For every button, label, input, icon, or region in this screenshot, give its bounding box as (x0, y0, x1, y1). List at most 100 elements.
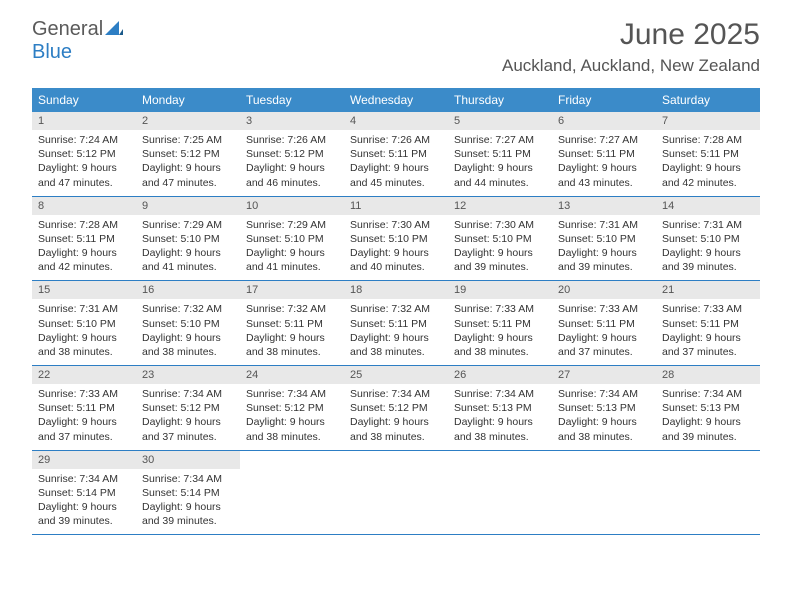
day-number: 7 (656, 112, 760, 130)
day-number: 11 (344, 197, 448, 215)
day-info: Sunrise: 7:30 AMSunset: 5:10 PMDaylight:… (344, 218, 448, 275)
day-info: Sunrise: 7:34 AMSunset: 5:12 PMDaylight:… (240, 387, 344, 444)
day-header-friday: Friday (552, 88, 656, 112)
day-info: Sunrise: 7:24 AMSunset: 5:12 PMDaylight:… (32, 133, 136, 190)
day-cell: 2 Sunrise: 7:25 AMSunset: 5:12 PMDaylight… (136, 112, 240, 196)
logo: General Blue (32, 18, 123, 64)
logo-icon (105, 18, 123, 41)
day-cell: 5 Sunrise: 7:27 AMSunset: 5:11 PMDaylight… (448, 112, 552, 196)
day-info: Sunrise: 7:26 AMSunset: 5:12 PMDaylight:… (240, 133, 344, 190)
day-cell (344, 451, 448, 535)
day-cell (448, 451, 552, 535)
day-info: Sunrise: 7:34 AMSunset: 5:14 PMDaylight:… (32, 472, 136, 529)
day-number: 22 (32, 366, 136, 384)
day-cell: 9Sunrise: 7:29 AMSunset: 5:10 PMDaylight… (136, 197, 240, 281)
day-info: Sunrise: 7:31 AMSunset: 5:10 PMDaylight:… (32, 302, 136, 359)
day-info: Sunrise: 7:32 AMSunset: 5:10 PMDaylight:… (136, 302, 240, 359)
day-header-row: SundayMondayTuesdayWednesdayThursdayFrid… (32, 88, 760, 112)
month-title: June 2025 (502, 18, 760, 52)
day-number: 24 (240, 366, 344, 384)
day-info: Sunrise: 7:34 AMSunset: 5:12 PMDaylight:… (344, 387, 448, 444)
day-info: Sunrise: 7:28 AMSunset: 5:11 PMDaylight:… (656, 133, 760, 190)
day-number: 13 (552, 197, 656, 215)
day-cell: 1Sunrise: 7:24 AMSunset: 5:12 PMDaylight… (32, 112, 136, 196)
day-info: Sunrise: 7:34 AMSunset: 5:13 PMDaylight:… (552, 387, 656, 444)
day-number: 15 (32, 281, 136, 299)
day-number: 12 (448, 197, 552, 215)
day-header-monday: Monday (136, 88, 240, 112)
day-cell: 25 Sunrise: 7:34 AMSunset: 5:12 PMDayligh… (344, 366, 448, 450)
day-cell: 12 Sunrise: 7:30 AMSunset: 5:10 PMDayligh… (448, 197, 552, 281)
day-number: 2 (136, 112, 240, 130)
day-info: Sunrise: 7:27 AMSunset: 5:11 PMDaylight:… (552, 133, 656, 190)
day-info: Sunrise: 7:29 AMSunset: 5:10 PMDaylight:… (240, 218, 344, 275)
day-cell: 6 Sunrise: 7:27 AMSunset: 5:11 PMDaylight… (552, 112, 656, 196)
title-block: June 2025 Auckland, Auckland, New Zealan… (502, 18, 760, 76)
day-number: 19 (448, 281, 552, 299)
day-number: 18 (344, 281, 448, 299)
day-info: Sunrise: 7:27 AMSunset: 5:11 PMDaylight:… (448, 133, 552, 190)
day-number: 23 (136, 366, 240, 384)
day-cell: 26 Sunrise: 7:34 AMSunset: 5:13 PMDayligh… (448, 366, 552, 450)
day-info: Sunrise: 7:33 AMSunset: 5:11 PMDaylight:… (32, 387, 136, 444)
logo-text-1: General (32, 18, 103, 40)
day-number: 21 (656, 281, 760, 299)
week-row: 29Sunrise: 7:34 AMSunset: 5:14 PMDayligh… (32, 451, 760, 536)
week-row: 1Sunrise: 7:24 AMSunset: 5:12 PMDaylight… (32, 112, 760, 197)
day-cell: 27 Sunrise: 7:34 AMSunset: 5:13 PMDayligh… (552, 366, 656, 450)
day-number: 14 (656, 197, 760, 215)
day-number: 25 (344, 366, 448, 384)
day-info: Sunrise: 7:32 AMSunset: 5:11 PMDaylight:… (344, 302, 448, 359)
day-cell: 8Sunrise: 7:28 AMSunset: 5:11 PMDaylight… (32, 197, 136, 281)
day-cell: 20 Sunrise: 7:33 AMSunset: 5:11 PMDayligh… (552, 281, 656, 365)
day-info: Sunrise: 7:32 AMSunset: 5:11 PMDaylight:… (240, 302, 344, 359)
day-number: 28 (656, 366, 760, 384)
day-number: 27 (552, 366, 656, 384)
day-info: Sunrise: 7:31 AMSunset: 5:10 PMDaylight:… (656, 218, 760, 275)
calendar: SundayMondayTuesdayWednesdayThursdayFrid… (32, 88, 760, 535)
day-cell: 7 Sunrise: 7:28 AMSunset: 5:11 PMDaylight… (656, 112, 760, 196)
day-info: Sunrise: 7:30 AMSunset: 5:10 PMDaylight:… (448, 218, 552, 275)
day-header-saturday: Saturday (656, 88, 760, 112)
day-cell (240, 451, 344, 535)
day-cell: 19Sunrise: 7:33 AMSunset: 5:11 PMDayligh… (448, 281, 552, 365)
day-info: Sunrise: 7:34 AMSunset: 5:13 PMDaylight:… (656, 387, 760, 444)
day-cell: 23 Sunrise: 7:34 AMSunset: 5:12 PMDayligh… (136, 366, 240, 450)
day-info: Sunrise: 7:33 AMSunset: 5:11 PMDaylight:… (552, 302, 656, 359)
day-info: Sunrise: 7:34 AMSunset: 5:13 PMDaylight:… (448, 387, 552, 444)
day-number: 26 (448, 366, 552, 384)
day-cell: 11 Sunrise: 7:30 AMSunset: 5:10 PMDayligh… (344, 197, 448, 281)
day-cell: 30Sunrise: 7:34 AMSunset: 5:14 PMDayligh… (136, 451, 240, 535)
day-cell: 24 Sunrise: 7:34 AMSunset: 5:12 PMDayligh… (240, 366, 344, 450)
day-info: Sunrise: 7:25 AMSunset: 5:12 PMDaylight:… (136, 133, 240, 190)
day-header-sunday: Sunday (32, 88, 136, 112)
day-cell: 21 Sunrise: 7:33 AMSunset: 5:11 PMDayligh… (656, 281, 760, 365)
day-cell: 17Sunrise: 7:32 AMSunset: 5:11 PMDayligh… (240, 281, 344, 365)
week-row: 8Sunrise: 7:28 AMSunset: 5:11 PMDaylight… (32, 197, 760, 282)
day-info: Sunrise: 7:31 AMSunset: 5:10 PMDaylight:… (552, 218, 656, 275)
day-info: Sunrise: 7:34 AMSunset: 5:12 PMDaylight:… (136, 387, 240, 444)
location: Auckland, Auckland, New Zealand (502, 56, 760, 76)
day-cell: 14 Sunrise: 7:31 AMSunset: 5:10 PMDayligh… (656, 197, 760, 281)
day-cell: 10Sunrise: 7:29 AMSunset: 5:10 PMDayligh… (240, 197, 344, 281)
header: General Blue June 2025 Auckland, Aucklan… (0, 0, 792, 80)
day-header-wednesday: Wednesday (344, 88, 448, 112)
day-number: 6 (552, 112, 656, 130)
logo-text: General Blue (32, 18, 123, 64)
day-cell (656, 451, 760, 535)
day-header-tuesday: Tuesday (240, 88, 344, 112)
day-info: Sunrise: 7:34 AMSunset: 5:14 PMDaylight:… (136, 472, 240, 529)
day-number: 20 (552, 281, 656, 299)
day-info: Sunrise: 7:28 AMSunset: 5:11 PMDaylight:… (32, 218, 136, 275)
day-number: 16 (136, 281, 240, 299)
logo-text-2: Blue (32, 41, 72, 63)
day-info: Sunrise: 7:26 AMSunset: 5:11 PMDaylight:… (344, 133, 448, 190)
day-number: 4 (344, 112, 448, 130)
day-info: Sunrise: 7:29 AMSunset: 5:10 PMDaylight:… (136, 218, 240, 275)
day-number: 5 (448, 112, 552, 130)
week-row: 15 Sunrise: 7:31 AMSunset: 5:10 PMDayligh… (32, 281, 760, 366)
day-cell: 16 Sunrise: 7:32 AMSunset: 5:10 PMDayligh… (136, 281, 240, 365)
day-info: Sunrise: 7:33 AMSunset: 5:11 PMDaylight:… (656, 302, 760, 359)
day-cell: 13 Sunrise: 7:31 AMSunset: 5:10 PMDayligh… (552, 197, 656, 281)
weeks: 1Sunrise: 7:24 AMSunset: 5:12 PMDaylight… (32, 112, 760, 535)
